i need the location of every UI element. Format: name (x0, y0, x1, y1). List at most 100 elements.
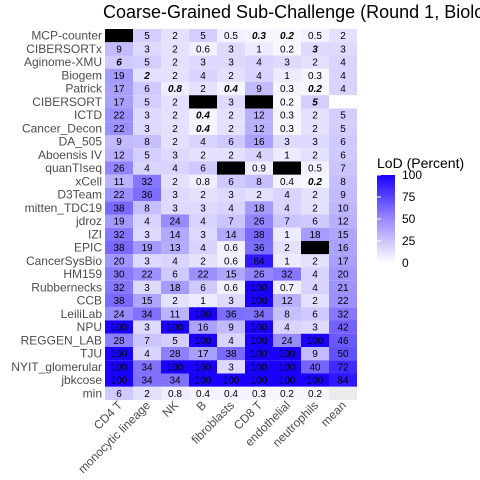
heatmap-cell (273, 95, 301, 109)
cell-value-label: 5 (200, 31, 206, 42)
heatmap-cell (301, 188, 329, 202)
heatmap-cell (301, 294, 329, 308)
heatmap-cell (189, 241, 217, 255)
heatmap-cell (133, 95, 161, 109)
heatmap-cell (329, 320, 357, 334)
heatmap-cell (217, 386, 245, 400)
cell-value-label: 3 (172, 190, 178, 201)
row-label: TJU (80, 347, 102, 361)
heatmap-cell (189, 254, 217, 268)
heatmap-cell (133, 280, 161, 294)
heatmap-cell (217, 347, 245, 361)
row-label: Cancer_Decon (22, 121, 102, 135)
cell-value-label: 14 (225, 230, 237, 241)
heatmap-cell (329, 227, 357, 241)
cell-value-label: 100 (251, 349, 268, 360)
heatmap-cell (301, 95, 329, 109)
cell-value-label: 0.6 (224, 256, 238, 267)
heatmap-cell (105, 135, 133, 149)
cell-value-label: 3 (144, 283, 150, 294)
cell-value-label: 5 (144, 58, 150, 69)
heatmap-cell (329, 294, 357, 308)
cell-value-label: 2 (312, 296, 318, 307)
cell-value-label: 9 (340, 190, 346, 201)
heatmap-cell (245, 241, 273, 255)
heatmap-cell (273, 108, 301, 122)
heatmap-cell (161, 161, 189, 175)
heatmap-cell (133, 227, 161, 241)
cell-value-label: 4 (284, 323, 290, 334)
cell-value-label: 34 (141, 376, 153, 387)
cell-value-label: 4 (172, 256, 178, 267)
cell-value-label: 100 (195, 376, 212, 387)
cell-value-label: 3 (312, 137, 318, 148)
heatmap-cell (301, 214, 329, 228)
row-label: REGGEN_LAB (21, 333, 102, 347)
heatmap-cell (105, 188, 133, 202)
cell-value-label: 2 (312, 203, 318, 214)
heatmap-cell (105, 148, 133, 162)
cell-value-label: 2 (340, 31, 346, 42)
cell-value-label: 2 (228, 124, 234, 135)
heatmap-cell (133, 121, 161, 135)
cell-value-label: 2 (172, 31, 178, 42)
heatmap-cell (189, 95, 217, 109)
cell-value-label: 2 (228, 111, 234, 122)
cell-value-label: 19 (113, 217, 125, 228)
cell-value-label: 50 (337, 349, 349, 360)
row-label: jdroz (75, 214, 102, 228)
cell-value-label: 32 (281, 270, 293, 281)
heatmap-cell (161, 280, 189, 294)
heatmap-cell (189, 307, 217, 321)
heatmap-cell (105, 214, 133, 228)
heatmap-cell (301, 174, 329, 188)
cell-value-label: 2 (200, 256, 206, 267)
heatmap-cell (301, 121, 329, 135)
cell-value-label: 100 (307, 336, 324, 347)
heatmap-cell (133, 108, 161, 122)
cell-value-label: 100 (251, 323, 268, 334)
legend-tick-label: 75 (402, 190, 416, 204)
cell-value-label: 0.3 (252, 389, 266, 400)
heatmap-cell (245, 347, 273, 361)
heatmap-cell (273, 55, 301, 69)
heatmap-cell (217, 280, 245, 294)
heatmap-cell (245, 29, 273, 43)
heatmap-cell (301, 373, 329, 387)
heatmap-cell (105, 227, 133, 241)
cell-value-label: 6 (116, 58, 122, 69)
heatmap-cell (161, 320, 189, 334)
heatmap-cell (245, 174, 273, 188)
cell-value-label: 3 (228, 190, 234, 201)
heatmap-cell (301, 148, 329, 162)
cell-value-label: 7 (144, 336, 150, 347)
cell-value-label: 17 (197, 349, 209, 360)
heatmap-cell (189, 121, 217, 135)
cell-value-label: 3 (172, 203, 178, 214)
heatmap-cell (217, 55, 245, 69)
heatmap-cell (189, 360, 217, 374)
cell-value-label: 3 (200, 203, 206, 214)
cell-value-label: 100 (111, 376, 128, 387)
heatmap-cell (273, 82, 301, 96)
heatmap-cell (161, 294, 189, 308)
row-label: Aboensis IV (38, 148, 102, 162)
cell-value-label: 6 (228, 177, 234, 188)
heatmap-cell (189, 201, 217, 215)
heatmap-cell (329, 360, 357, 374)
heatmap-cell (105, 68, 133, 82)
cell-value-label: 0.8 (168, 389, 182, 400)
cell-value-label: 100 (111, 323, 128, 334)
heatmap-cell (245, 135, 273, 149)
cell-value-label: 3 (200, 58, 206, 69)
cell-value-label: 2 (200, 84, 206, 95)
cell-value-label: 16 (337, 243, 349, 254)
cell-value-label: 26 (253, 217, 265, 228)
heatmap-cell (133, 254, 161, 268)
cell-value-label: 8 (144, 137, 150, 148)
heatmap-cell (133, 148, 161, 162)
cell-value-label: 100 (307, 376, 324, 387)
row-label: IZI (88, 227, 102, 241)
cell-value-label: 0.2 (280, 31, 294, 42)
